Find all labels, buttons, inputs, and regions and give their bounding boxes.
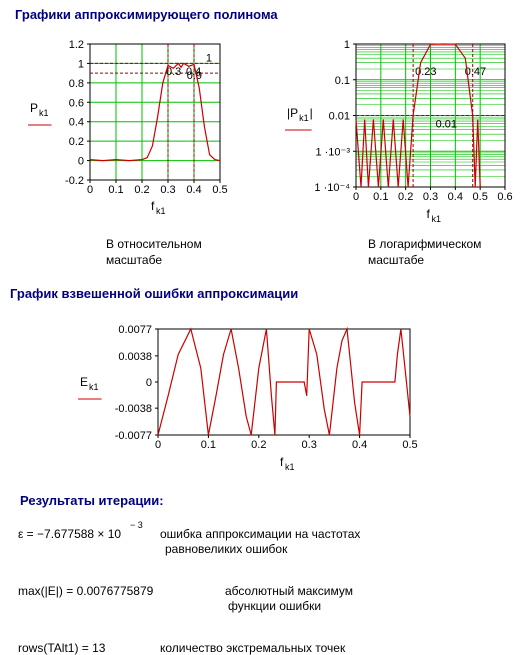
- x-tick-label: 0: [87, 184, 93, 196]
- reference-label: 0.47: [465, 66, 486, 78]
- y-tick-label: -0.0038: [115, 403, 152, 415]
- x-axis-label: f: [427, 207, 431, 221]
- y-axis-label-sub: k1: [39, 108, 49, 118]
- note: количество экстремальных точек: [160, 641, 346, 655]
- plot-area: [90, 44, 220, 180]
- x-tick-label: 0.4: [448, 191, 463, 203]
- y-axis-label: P: [30, 101, 38, 115]
- caption: В логарифмическом: [368, 237, 481, 251]
- y-axis-label-sub: k1: [299, 113, 309, 123]
- reference-label: 1: [206, 52, 212, 64]
- formula: rows(TAlt1) = 13: [18, 641, 106, 655]
- y-tick-label: 0: [146, 377, 152, 389]
- x-tick-label: 0.3: [160, 184, 175, 196]
- x-axis-label-sub: k1: [432, 214, 442, 224]
- x-tick-label: 0.5: [473, 191, 488, 203]
- x-axis-label: f: [280, 455, 284, 469]
- results-title: Результаты итерации:: [20, 493, 164, 508]
- y-tick-label: 0.0077: [118, 324, 152, 336]
- note: ошибка аппроксимации на частотах: [160, 527, 360, 541]
- x-tick-label: 0.1: [201, 439, 216, 451]
- reference-label: 0.23: [415, 66, 436, 78]
- x-tick-label: 0.1: [373, 191, 388, 203]
- y-tick-label: -0.0077: [115, 430, 152, 442]
- y-tick-label: 0.4: [69, 117, 84, 129]
- formula-sup: − 3: [130, 520, 143, 530]
- formula: max(|E|) = 0.0076775879: [18, 584, 154, 598]
- x-tick-label: 0.1: [108, 184, 123, 196]
- y-tick-label: 1 ·10⁻⁴: [314, 182, 350, 194]
- x-tick-label: 0.2: [251, 439, 266, 451]
- caption: В относительном: [106, 237, 202, 251]
- data-line: [355, 43, 481, 188]
- y-tick-label: 0.6: [69, 97, 84, 109]
- caption: масштабе: [368, 253, 424, 267]
- y-tick-label: 0.8: [69, 78, 84, 90]
- y-tick-label: 0.1: [335, 75, 350, 87]
- data-line: [89, 62, 221, 162]
- note: равновеликих ошибок: [165, 542, 288, 556]
- x-tick-label: 0: [353, 191, 359, 203]
- x-tick-label: 0.3: [302, 439, 317, 451]
- title: Графики аппроксимирующего полинома: [15, 7, 278, 22]
- plot-frame: [89, 43, 221, 181]
- caption: масштабе: [106, 253, 162, 267]
- y-tick-label: 1 ·10⁻³: [315, 146, 350, 158]
- x-axis-label-sub: k1: [156, 206, 166, 216]
- plot-frame: [157, 328, 411, 436]
- y-tick-label: 0: [78, 156, 84, 168]
- formula: ε = −7.677588 × 10: [18, 527, 121, 541]
- x-tick-label: 0.2: [134, 184, 149, 196]
- x-tick-label: 0.4: [186, 184, 201, 196]
- x-tick-label: 0.6: [497, 191, 512, 203]
- y-tick-label: 1: [78, 58, 84, 70]
- data-line: [157, 326, 411, 436]
- reference-label: 0.3: [166, 66, 181, 78]
- y-tick-label: 0.0038: [118, 351, 152, 363]
- y-axis-label-end: |: [310, 106, 313, 120]
- x-tick-label: 0.5: [212, 184, 227, 196]
- x-tick-label: 0.5: [402, 439, 417, 451]
- y-axis-label: E: [80, 375, 88, 389]
- x-tick-label: 0: [155, 439, 161, 451]
- reference-label: 0.4: [186, 66, 201, 78]
- x-axis-label: f: [151, 199, 155, 213]
- note: функции ошибки: [228, 599, 321, 613]
- note: абсолютный максимум: [225, 584, 353, 598]
- y-axis-label-sub: k1: [89, 382, 99, 392]
- y-tick-label: -0.2: [65, 175, 84, 187]
- y-tick-label: 1.2: [69, 39, 84, 51]
- x-tick-label: 0.3: [423, 191, 438, 203]
- y-axis-label: |P: [287, 106, 298, 120]
- y-tick-label: 0.01: [329, 111, 350, 123]
- x-tick-label: 0.4: [352, 439, 367, 451]
- x-axis-label-sub: k1: [285, 462, 295, 472]
- section-title: График взвешенной ошибки аппроксимации: [10, 286, 298, 301]
- y-tick-label: 1: [344, 39, 350, 51]
- x-tick-label: 0.2: [398, 191, 413, 203]
- y-tick-label: 0.2: [69, 136, 84, 148]
- reference-label: 0.01: [436, 119, 457, 131]
